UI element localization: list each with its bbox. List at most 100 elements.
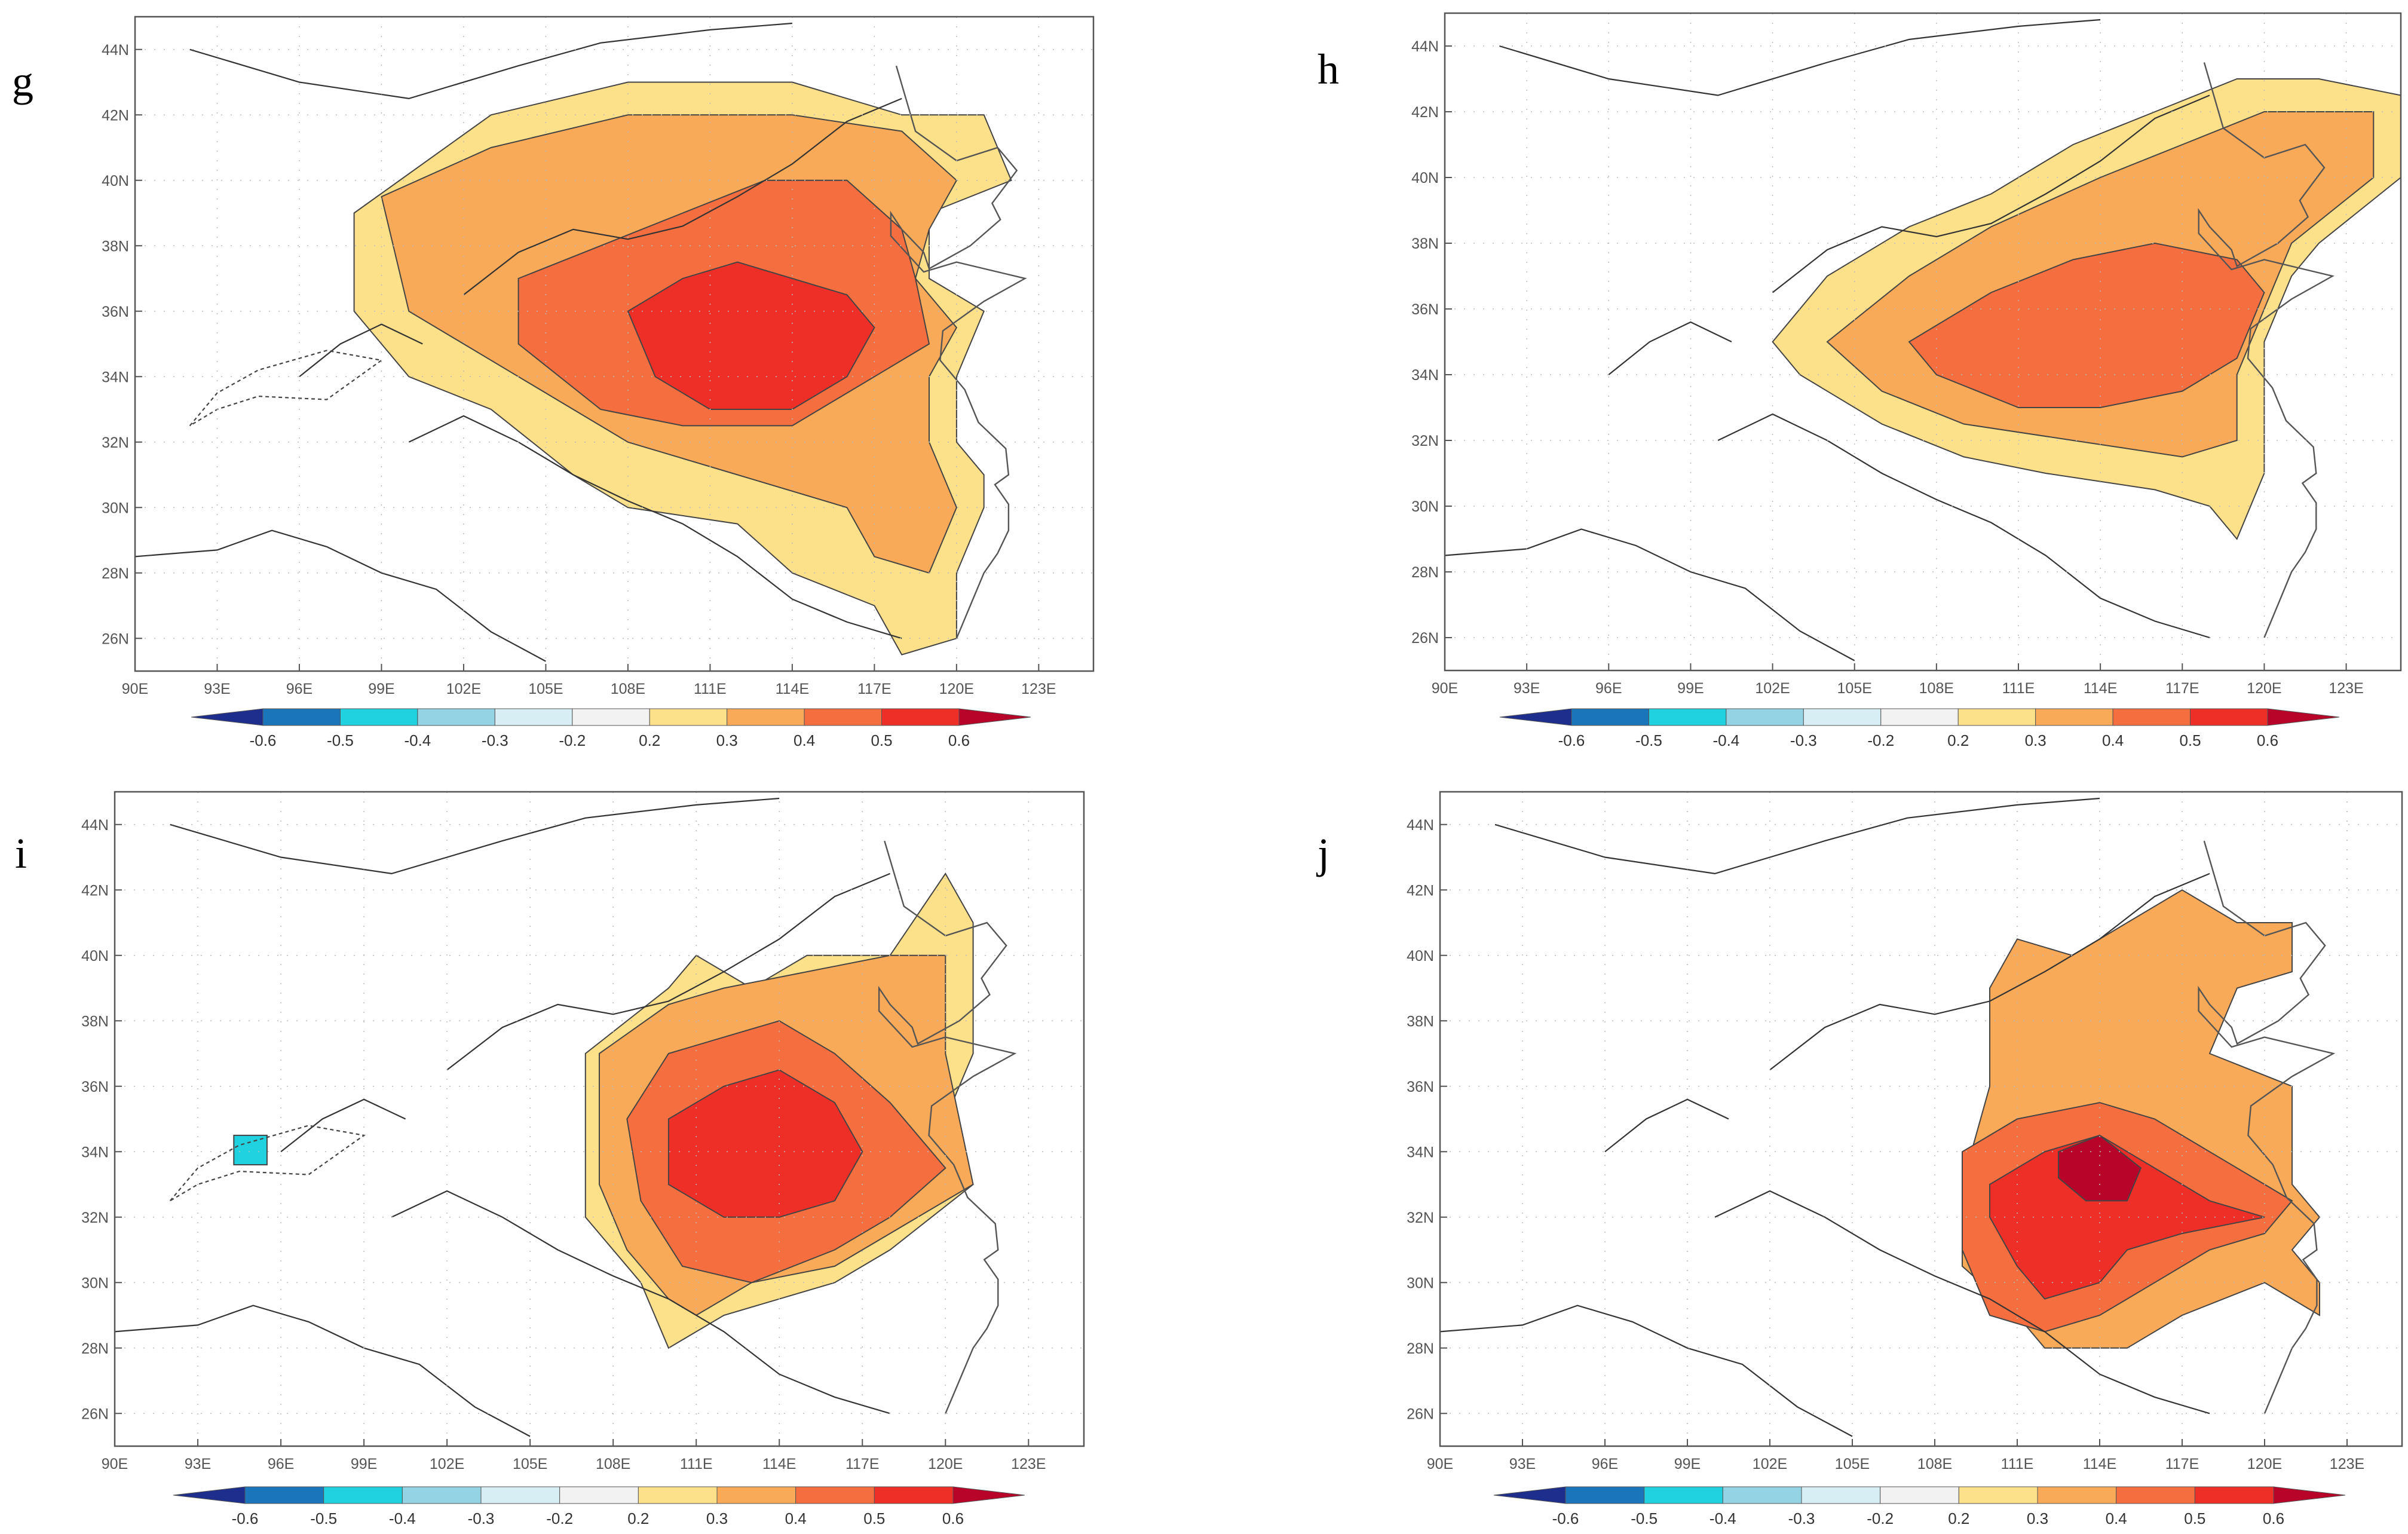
- colorbar-i: -0.6 -0.5 -0.4 -0.3 -0.2 0.2 0.3 0.4 0.5 0.6: [173, 1486, 1025, 1527]
- lat-tick-label: 26N: [81, 1406, 109, 1422]
- colorbar-segment: [262, 708, 341, 726]
- colorbar-tick-label: 0.3: [706, 1509, 728, 1527]
- lon-tick-label: 114E: [762, 1456, 796, 1472]
- lon-tick-label: 93E: [1509, 1456, 1536, 1472]
- lon-tick-label: 96E: [268, 1456, 294, 1472]
- lat-tick-label: 32N: [1411, 433, 1439, 449]
- lon-tick-label: 117E: [845, 1456, 880, 1472]
- lat-tick-label: 36N: [81, 1079, 109, 1095]
- colorbar-segment: [1801, 1486, 1881, 1504]
- colorbar-tick-label: -0.3: [468, 1509, 495, 1527]
- lat-tick-label: 26N: [1407, 1406, 1434, 1422]
- lon-tick-label: 111E: [2001, 1456, 2034, 1472]
- lon-tick-label: 114E: [2083, 1456, 2117, 1472]
- panel-label-h: h: [1318, 45, 1339, 93]
- map-panel-i: 90E 93E 96E 99E 102E 105E 108E 111E 114E 117E 120E…: [81, 791, 1085, 1472]
- colorbar-segment: [649, 708, 728, 726]
- colorbar-segment: [1722, 1486, 1802, 1504]
- lat-tick-label: 34N: [1407, 1144, 1434, 1161]
- lon-tick-label: 90E: [1427, 1456, 1453, 1472]
- lon-tick-label: 108E: [596, 1456, 630, 1472]
- colorbar-tick-label: 0.3: [2025, 731, 2047, 749]
- lat-tick-label: 28N: [1407, 1340, 1434, 1357]
- colorbar-segment: [2116, 1486, 2195, 1504]
- colorbar-tick-label: 0.6: [948, 731, 970, 749]
- lat-tick-label: 30N: [1407, 1275, 1434, 1291]
- colorbar-segment: [2037, 1486, 2117, 1504]
- colorbar-segment: [2194, 1486, 2274, 1504]
- map-area: [1440, 792, 2402, 1446]
- lat-tick-label: 34N: [1411, 367, 1439, 384]
- colorbar-tick-label: -0.6: [1552, 1509, 1579, 1527]
- lon-tick-label: 108E: [1917, 1456, 1952, 1472]
- colorbar-tick-label: 0.4: [785, 1509, 807, 1527]
- lat-tick-label: 36N: [1411, 301, 1439, 318]
- colorbar-tick-label: 0.2: [1947, 731, 1969, 749]
- lon-tick-label: 93E: [204, 681, 230, 697]
- colorbar-segment: [2190, 708, 2268, 726]
- lat-tick-label: 38N: [102, 238, 129, 255]
- lon-tick-label: 117E: [2165, 1456, 2199, 1472]
- colorbar-segment: [402, 1486, 482, 1504]
- coastline: [878, 840, 1017, 1414]
- colorbar-tick-label: 0.4: [2106, 1509, 2127, 1527]
- colorbar-segment: [716, 1486, 796, 1504]
- lon-tick-label: 123E: [2330, 1456, 2364, 1472]
- lat-tick-label: 42N: [81, 882, 109, 899]
- lat-tick-label: 42N: [1407, 882, 1434, 899]
- lon-tick-label: 120E: [928, 1456, 963, 1472]
- coastline: [890, 65, 1027, 639]
- contour-line: [1772, 94, 2210, 293]
- colorbar-segment: [727, 708, 805, 726]
- lat-tick-label: 36N: [102, 304, 129, 320]
- contour-line: [115, 1305, 531, 1437]
- lon-tick-label: 120E: [2247, 680, 2281, 697]
- lat-tick-label: 38N: [81, 1013, 109, 1030]
- colorbar-segment: [494, 708, 573, 726]
- colorbar-segment: [339, 708, 418, 726]
- colorbar-tick-label: -0.3: [1790, 731, 1817, 749]
- colorbar-segment: [2267, 708, 2340, 726]
- contour-line: [1769, 872, 2210, 1071]
- lat-tick-label: 32N: [81, 1210, 109, 1226]
- lat-tick-label: 38N: [1407, 1013, 1434, 1030]
- contour-line: [1714, 1190, 2210, 1414]
- lon-tick-label: 102E: [430, 1456, 464, 1472]
- colorbar-tick-label: 0.5: [863, 1509, 885, 1527]
- colorbar-segment: [2112, 708, 2191, 726]
- lon-tick-label: 99E: [351, 1456, 377, 1472]
- lon-tick-label: 93E: [1514, 680, 1540, 697]
- colorbar-tick-label: 0.2: [1948, 1509, 1969, 1527]
- colorbar-segment: [323, 1486, 403, 1504]
- lon-tick-label: 108E: [1919, 680, 1954, 697]
- contour-line: [135, 529, 546, 662]
- colorbar-tick-label: 0.5: [2184, 1509, 2205, 1527]
- contour-line: [463, 97, 902, 296]
- contour-line: [1608, 321, 1732, 375]
- lon-tick-label: 120E: [2247, 1456, 2282, 1472]
- colorbar-tick-label: -0.5: [310, 1509, 337, 1527]
- lat-tick-label: 44N: [1411, 38, 1439, 55]
- lon-tick-label: 105E: [1835, 1456, 1870, 1472]
- panel-label-g: g: [12, 57, 33, 105]
- colorbar-tick-label: 0.4: [794, 731, 815, 749]
- contour-line: [189, 22, 792, 100]
- colorbar-h: -0.6 -0.5 -0.4 -0.3 -0.2 0.2 0.3 0.4 0.5 0.6: [1499, 708, 2340, 749]
- colorbar-g: -0.6 -0.5 -0.4 -0.3 -0.2 0.2 0.3 0.4 0.5 0.6: [191, 708, 1031, 749]
- map-area: [1445, 13, 2401, 670]
- colorbar-tick-label: 0.2: [627, 1509, 649, 1527]
- lon-tick-label: 123E: [1011, 1456, 1046, 1472]
- colorbar-j: -0.6 -0.5 -0.4 -0.3 -0.2 0.2 0.3 0.4 0.5 0.6: [1493, 1486, 2346, 1527]
- lon-tick-label: 111E: [2002, 680, 2035, 697]
- lon-tick-label: 120E: [939, 681, 974, 697]
- colorbar-segment: [1571, 708, 1649, 726]
- colorbar-tick-label: -0.5: [327, 731, 354, 749]
- colorbar-tick-label: 0.3: [716, 731, 738, 749]
- contour-line: [1499, 19, 2101, 96]
- colorbar-segment: [795, 1486, 875, 1504]
- contour-line: [446, 872, 891, 1071]
- colorbar-tick-label: -0.6: [1558, 731, 1585, 749]
- lat-tick-label: 28N: [102, 565, 129, 582]
- colorbar-segment: [1565, 1486, 1645, 1504]
- shaded-region: [627, 261, 875, 410]
